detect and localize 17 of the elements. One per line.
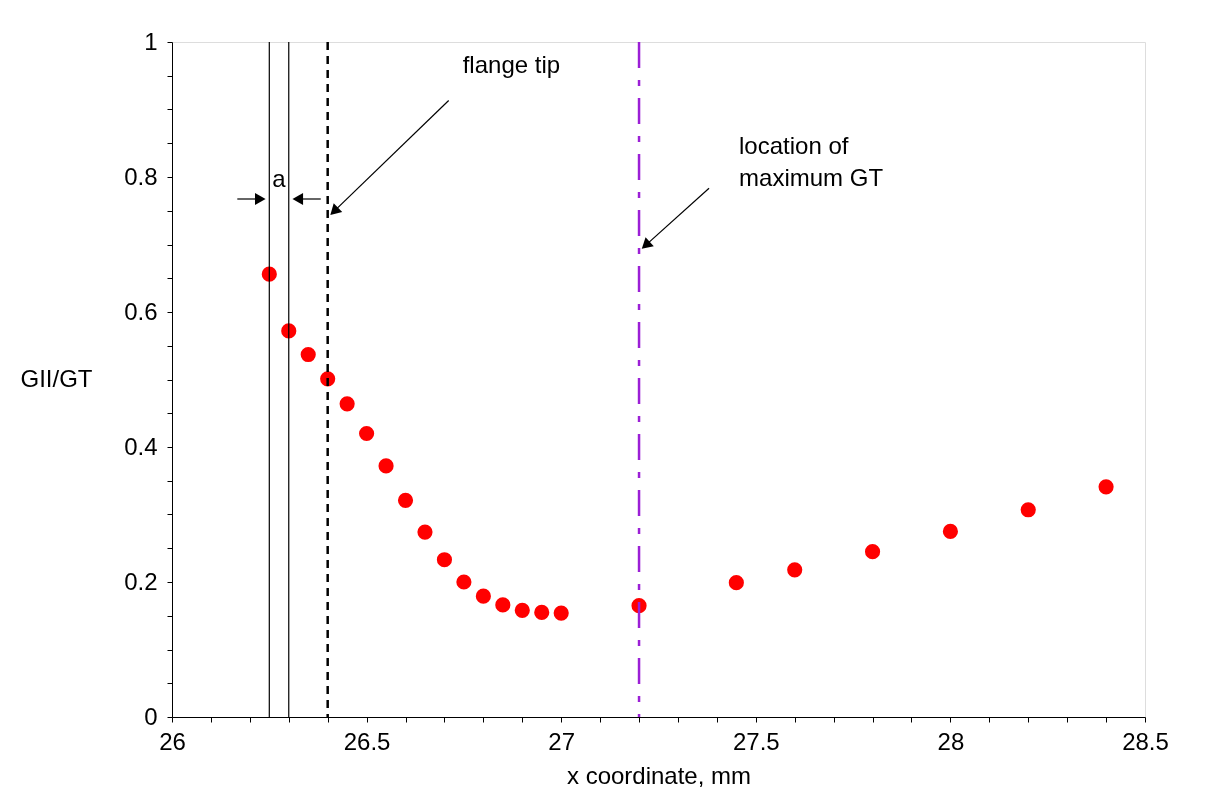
y-tick-label: 1: [144, 27, 158, 55]
annotation: location of maximum GT: [739, 132, 884, 192]
y-tick-label: 0.4: [124, 432, 158, 460]
y-tick-label: 0: [144, 702, 158, 730]
y-axis-title: GII/GT: [20, 365, 93, 392]
x-tick-label: 26: [159, 727, 186, 755]
x-tick-label: 28.5: [1122, 727, 1169, 755]
y-tick-label: 0.2: [124, 567, 158, 595]
y-tick-label: 0.8: [124, 162, 158, 190]
x-tick-label: 28: [937, 727, 965, 755]
annotation: a: [272, 165, 287, 192]
x-tick-label: 27.5: [732, 727, 780, 755]
x-tick-label: 26.5: [343, 727, 391, 755]
annotation: flange tip: [462, 50, 561, 78]
x-tick-label: 27: [548, 727, 576, 755]
y-tick-label: 0.6: [124, 297, 158, 325]
x-axis-title: x coordinate, mm: [566, 761, 752, 789]
